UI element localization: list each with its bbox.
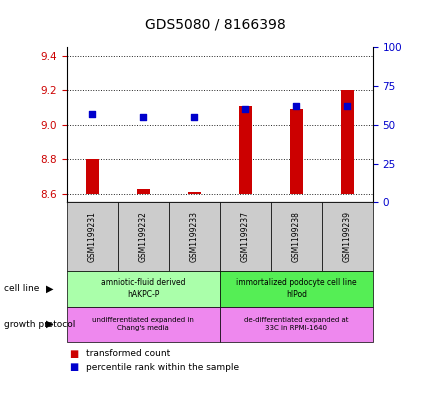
Text: percentile rank within the sample: percentile rank within the sample [86, 363, 239, 372]
Bar [187, 192, 200, 194]
Bar [238, 106, 251, 194]
Text: GSM1199232: GSM1199232 [138, 211, 147, 262]
Text: undifferentiated expanded in
Chang's media: undifferentiated expanded in Chang's med… [92, 318, 194, 331]
Text: GSM1199233: GSM1199233 [189, 211, 198, 262]
Text: growth protocol: growth protocol [4, 320, 76, 329]
Point [89, 111, 95, 117]
Point [241, 106, 248, 112]
Text: ■: ■ [69, 362, 78, 373]
Text: GSM1199231: GSM1199231 [88, 211, 97, 262]
Text: transformed count: transformed count [86, 349, 170, 358]
Text: amniotic-fluid derived
hAKPC-P: amniotic-fluid derived hAKPC-P [101, 279, 185, 299]
Bar [289, 109, 302, 194]
Point [139, 114, 146, 120]
Text: GSM1199237: GSM1199237 [240, 211, 249, 262]
Text: ▶: ▶ [46, 284, 53, 294]
Text: cell line: cell line [4, 285, 40, 293]
Text: GSM1199238: GSM1199238 [291, 211, 300, 262]
Text: immortalized podocyte cell line
hIPod: immortalized podocyte cell line hIPod [236, 279, 356, 299]
Bar [340, 90, 353, 194]
Text: GSM1199239: GSM1199239 [342, 211, 351, 262]
Text: GDS5080 / 8166398: GDS5080 / 8166398 [145, 18, 285, 32]
Bar [86, 159, 98, 194]
Bar [137, 189, 149, 194]
Point [343, 103, 350, 109]
Point [292, 103, 299, 109]
Point [190, 114, 197, 120]
Text: de-differentiated expanded at
33C in RPMI-1640: de-differentiated expanded at 33C in RPM… [243, 318, 348, 331]
Text: ■: ■ [69, 349, 78, 359]
Text: ▶: ▶ [46, 319, 53, 329]
